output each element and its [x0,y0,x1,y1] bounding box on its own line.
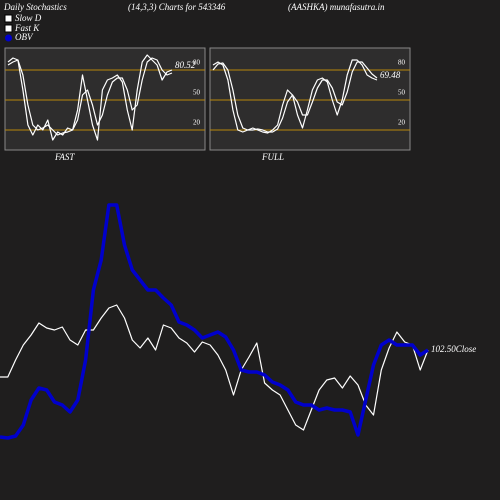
header-right: (AASHKA) munafasutra.in [288,2,385,12]
y-tick-label: 80 [193,59,201,67]
y-tick-label: 80 [398,59,406,67]
legend-swatch [4,14,13,23]
legend-label: Slow D [15,13,42,23]
series-line [0,203,429,440]
series-line [212,61,378,133]
header-left: Daily Stochastics [3,2,67,12]
panel-label: FAST [54,152,75,162]
legend-swatch [5,34,12,42]
series-line [7,57,173,136]
legend-label: OBV [15,32,34,42]
panel [4,47,206,151]
series-line [212,59,378,134]
panel-label: FULL [261,152,284,162]
legend-label: Fast K [14,23,40,33]
y-tick-label: 20 [398,119,406,127]
value-annotation: 80.52 [175,60,196,70]
series-line [0,304,429,431]
y-tick-label: 20 [193,119,201,127]
header-center: (14,3,3) Charts for 543346 [128,2,226,12]
value-annotation: 69.48 [380,70,401,80]
y-tick-label: 50 [193,89,201,97]
series-line [7,54,173,141]
legend-swatch [4,24,13,33]
y-tick-label: 50 [398,89,406,97]
value-annotation: 102.50Close [431,344,476,354]
